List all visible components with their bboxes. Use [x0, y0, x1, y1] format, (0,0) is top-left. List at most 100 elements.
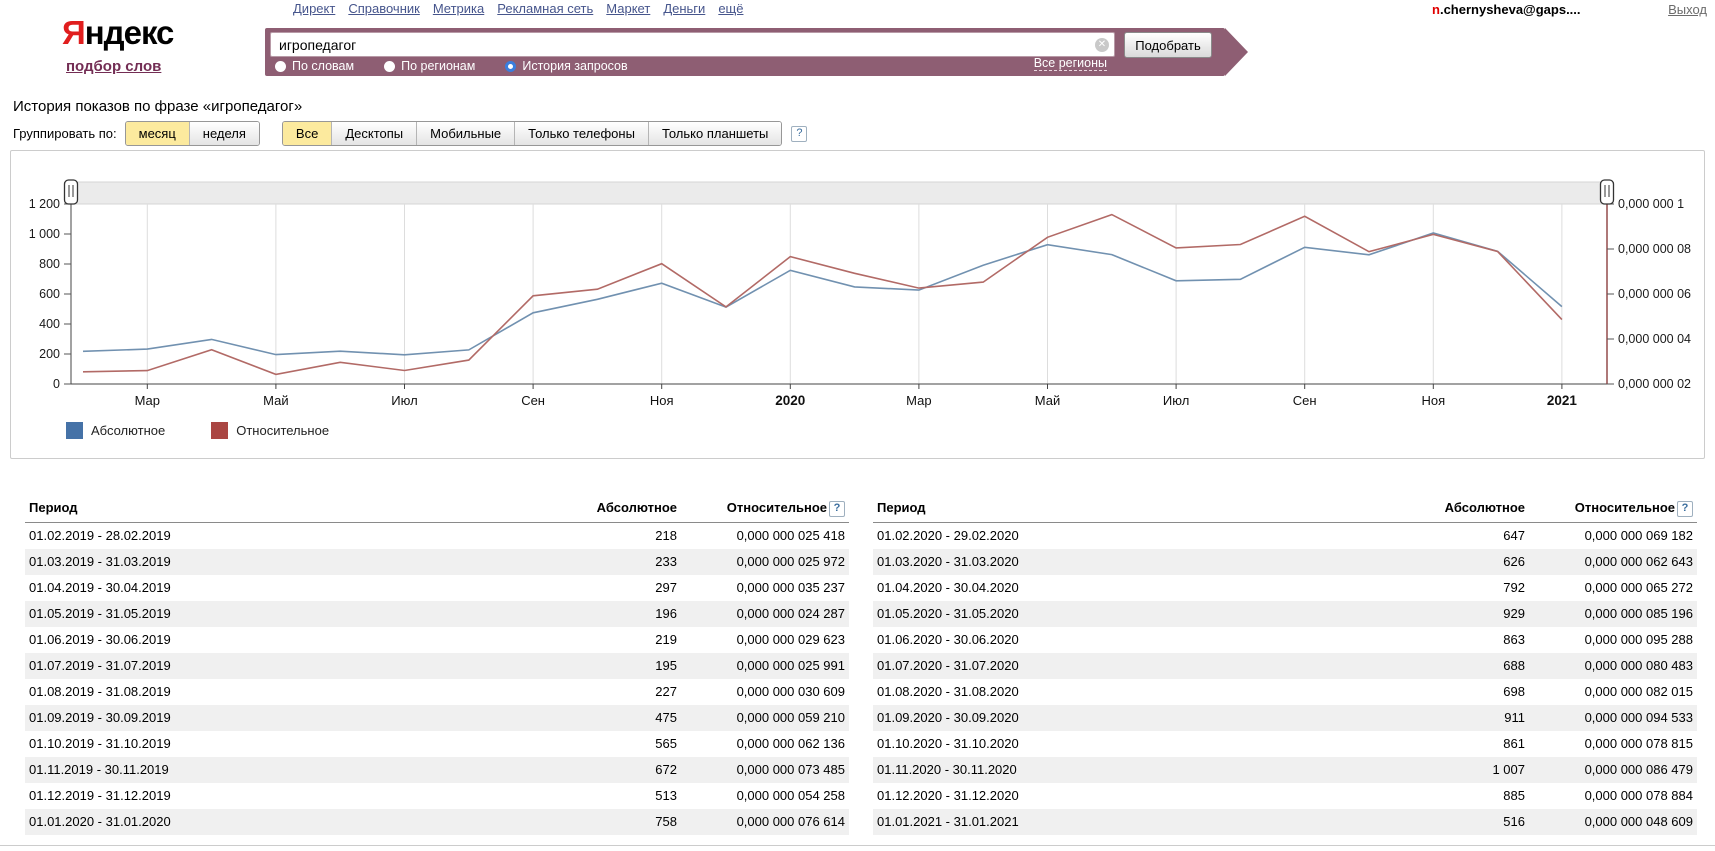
period-cell: 01.10.2020 - 31.10.2020 [877, 736, 1375, 752]
period-cell: 01.06.2019 - 30.06.2019 [29, 632, 527, 648]
relative-cell: 0,000 000 048 609 [1525, 814, 1693, 830]
search-mode-radios: По словам По регионам История запросов [275, 59, 628, 73]
period-cell: 01.05.2020 - 31.05.2020 [877, 606, 1375, 622]
nav-link-3[interactable]: Рекламная сеть [497, 1, 593, 16]
right-axis-label: 0,000 000 02 [1618, 377, 1691, 391]
range-slider-handle-right[interactable] [1601, 180, 1614, 204]
right-axis-label: 0,000 000 1 [1618, 197, 1684, 211]
legend-item-1[interactable]: Относительное [211, 422, 329, 439]
x-axis-label: Июл [391, 393, 417, 408]
device-button-3[interactable]: Только телефоны [514, 122, 648, 145]
absolute-cell: 758 [527, 814, 677, 830]
range-slider-track[interactable] [71, 182, 1607, 204]
wordstat-home-link[interactable]: подбор слов [66, 58, 161, 75]
account-email[interactable]: n.chernysheva@gaps.... [1432, 2, 1581, 17]
nav-link-5[interactable]: Деньги [663, 1, 705, 16]
nav-link-6[interactable]: ещё [718, 1, 743, 16]
help-icon[interactable]: ? [791, 126, 807, 142]
relative-cell: 0,000 000 086 479 [1525, 762, 1693, 778]
left-axis-label: 1 000 [29, 227, 60, 241]
x-axis-label: 2021 [1547, 393, 1578, 408]
nav-link-0[interactable]: Директ [293, 1, 335, 16]
period-cell: 01.06.2020 - 30.06.2020 [877, 632, 1375, 648]
absolute-header: Абсолютное [527, 500, 677, 517]
legend-swatch [66, 422, 83, 439]
absolute-cell: 698 [1375, 684, 1525, 700]
table-row: 01.04.2020 - 30.04.20207920,000 000 065 … [873, 575, 1697, 601]
period-cell: 01.03.2019 - 31.03.2019 [29, 554, 527, 570]
relative-cell: 0,000 000 024 287 [677, 606, 845, 622]
absolute-series-line [83, 233, 1562, 355]
period-header: Период [877, 500, 1375, 517]
period-cell: 01.11.2020 - 30.11.2020 [877, 762, 1375, 778]
period-button-group: месяцнеделя [125, 121, 260, 146]
logout-link[interactable]: Выход [1668, 2, 1707, 17]
device-button-2[interactable]: Мобильные [416, 122, 514, 145]
relative-header: Относительное? [1525, 500, 1693, 517]
group-by-label: Группировать по: [13, 126, 117, 141]
period-cell: 01.07.2019 - 31.07.2019 [29, 658, 527, 674]
absolute-cell: 861 [1375, 736, 1525, 752]
relative-cell: 0,000 000 025 972 [677, 554, 845, 570]
search-mode-radio-2[interactable]: История запросов [505, 59, 627, 73]
table-row: 01.09.2020 - 30.09.20209110,000 000 094 … [873, 705, 1697, 731]
absolute-cell: 863 [1375, 632, 1525, 648]
device-button-4[interactable]: Только планшеты [648, 122, 781, 145]
chart-legend: Абсолютное Относительное [66, 422, 329, 439]
relative-cell: 0,000 000 062 643 [1525, 554, 1693, 570]
period-cell: 01.12.2020 - 31.12.2020 [877, 788, 1375, 804]
nav-link-1[interactable]: Справочник [348, 1, 420, 16]
period-cell: 01.10.2019 - 31.10.2019 [29, 736, 527, 752]
search-mode-radio-0[interactable]: По словам [275, 59, 354, 73]
radio-icon [384, 61, 395, 72]
period-cell: 01.09.2020 - 30.09.2020 [877, 710, 1375, 726]
absolute-cell: 218 [527, 528, 677, 544]
chart-container: МарМайИюлСенНоя2020МарМайИюлСенНоя202102… [10, 150, 1705, 459]
help-icon[interactable]: ? [829, 501, 845, 517]
table-row: 01.08.2019 - 31.08.20192270,000 000 030 … [25, 679, 849, 705]
period-header: Период [29, 500, 527, 517]
table-row: 01.03.2020 - 31.03.20206260,000 000 062 … [873, 549, 1697, 575]
device-button-0[interactable]: Все [283, 122, 331, 145]
table-row: 01.05.2019 - 31.05.20191960,000 000 024 … [25, 601, 849, 627]
absolute-cell: 196 [527, 606, 677, 622]
relative-cell: 0,000 000 094 533 [1525, 710, 1693, 726]
period-button-0[interactable]: месяц [126, 122, 189, 145]
yandex-logo[interactable]: Яндекс [62, 14, 173, 52]
nav-link-4[interactable]: Маркет [606, 1, 650, 16]
search-input[interactable] [270, 32, 1115, 57]
absolute-cell: 513 [527, 788, 677, 804]
clear-input-icon[interactable]: ✕ [1095, 38, 1109, 52]
period-cell: 01.09.2019 - 30.09.2019 [29, 710, 527, 726]
absolute-cell: 911 [1375, 710, 1525, 726]
legend-item-0[interactable]: Абсолютное [66, 422, 165, 439]
help-icon[interactable]: ? [1677, 501, 1693, 517]
x-axis-label: Сен [521, 393, 545, 408]
table-row: 01.09.2019 - 30.09.20194750,000 000 059 … [25, 705, 849, 731]
legend-swatch [211, 422, 228, 439]
period-cell: 01.11.2019 - 30.11.2019 [29, 762, 527, 778]
x-axis-label: 2020 [775, 393, 805, 408]
nav-link-2[interactable]: Метрика [433, 1, 484, 16]
absolute-cell: 516 [1375, 814, 1525, 830]
relative-cell: 0,000 000 062 136 [677, 736, 845, 752]
radio-label: По словам [292, 59, 354, 73]
range-slider-handle-left[interactable] [65, 180, 78, 204]
table-row: 01.11.2019 - 30.11.20196720,000 000 073 … [25, 757, 849, 783]
relative-cell: 0,000 000 029 623 [677, 632, 845, 648]
right-axis-label: 0,000 000 08 [1618, 242, 1691, 256]
regions-link[interactable]: Все регионы [1034, 56, 1107, 71]
period-button-1[interactable]: неделя [189, 122, 259, 145]
submit-button[interactable]: Подобрать [1124, 32, 1212, 58]
relative-cell: 0,000 000 030 609 [677, 684, 845, 700]
search-mode-radio-1[interactable]: По регионам [384, 59, 475, 73]
logo-rest: ндекс [85, 14, 174, 51]
period-tables: ПериодАбсолютноеОтносительное?01.02.2019… [25, 497, 1697, 835]
period-cell: 01.02.2020 - 29.02.2020 [877, 528, 1375, 544]
x-axis-label: Мар [906, 393, 931, 408]
absolute-cell: 227 [527, 684, 677, 700]
period-cell: 01.02.2019 - 28.02.2019 [29, 528, 527, 544]
device-button-1[interactable]: Десктопы [331, 122, 416, 145]
period-cell: 01.07.2020 - 31.07.2020 [877, 658, 1375, 674]
table-row: 01.06.2019 - 30.06.20192190,000 000 029 … [25, 627, 849, 653]
